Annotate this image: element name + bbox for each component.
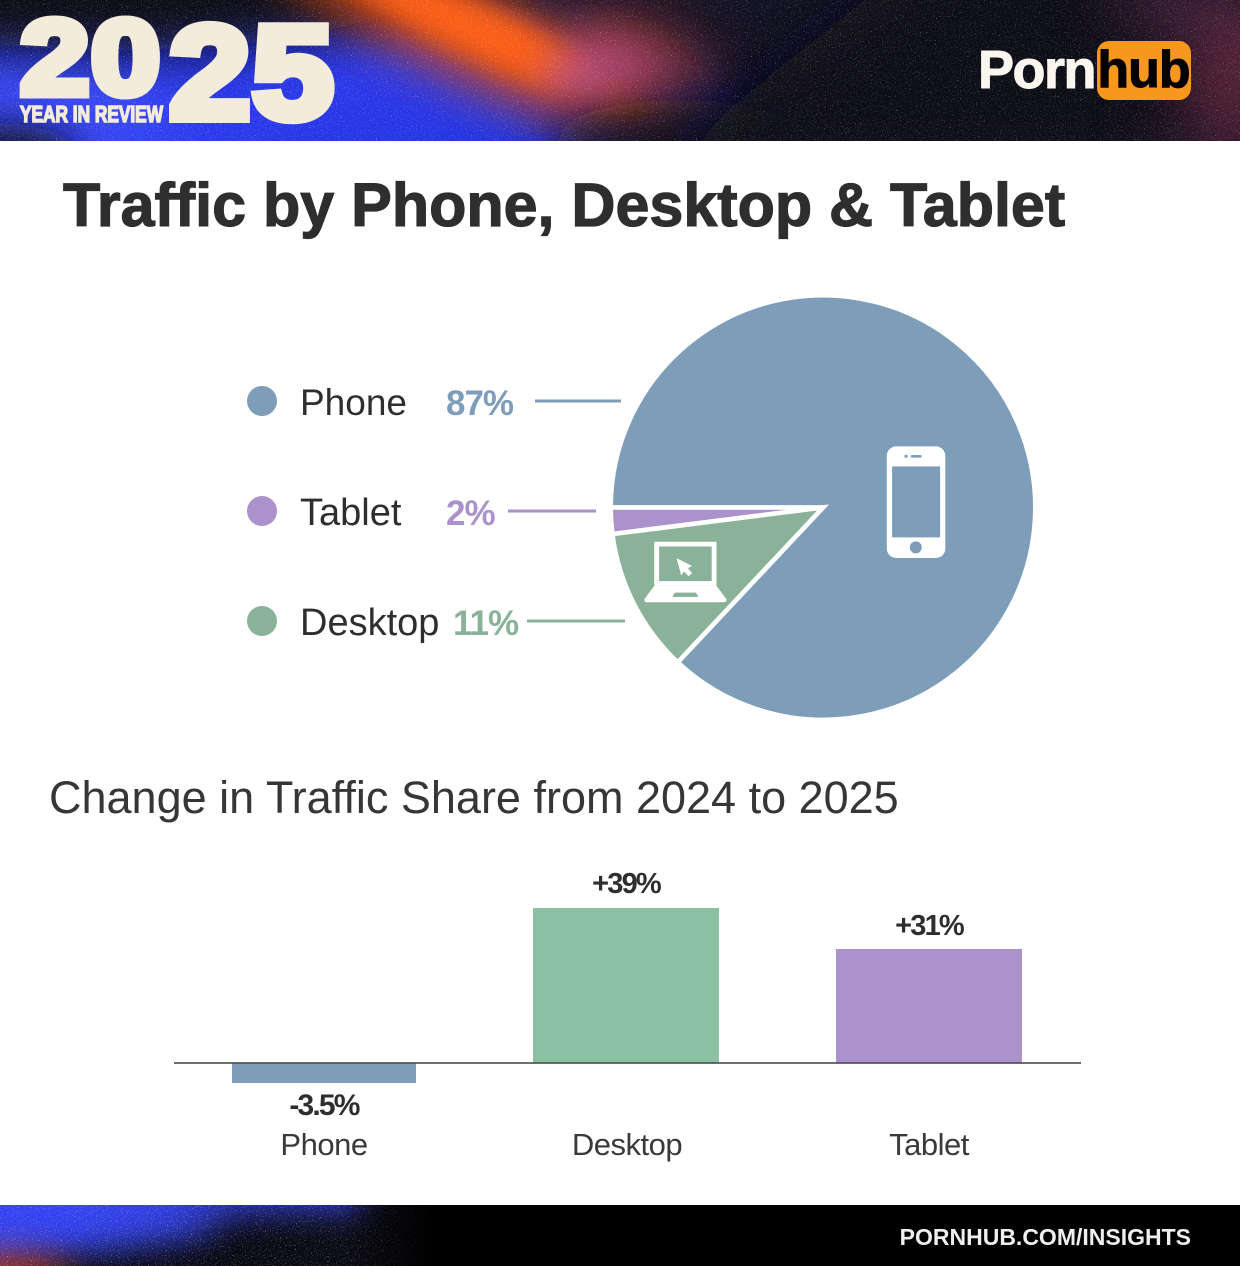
svg-text:YEAR IN REVIEW: YEAR IN REVIEW: [20, 101, 164, 127]
svg-text:hub: hub: [1097, 41, 1189, 99]
svg-text:+31%: +31%: [895, 910, 965, 942]
svg-text:20: 20: [21, 0, 162, 117]
svg-text:Phone: Phone: [280, 1127, 367, 1162]
svg-text:-3.5%: -3.5%: [289, 1089, 359, 1122]
svg-text:Desktop: Desktop: [300, 602, 439, 644]
svg-text:Phone: Phone: [300, 382, 407, 423]
svg-text:Desktop: Desktop: [572, 1127, 682, 1162]
svg-text:Tablet: Tablet: [300, 492, 402, 534]
svg-text:87%: 87%: [446, 384, 514, 423]
svg-text:+39%: +39%: [592, 868, 662, 900]
svg-text:2%: 2%: [446, 494, 495, 533]
svg-text:25: 25: [170, 0, 336, 141]
svg-text:11%: 11%: [453, 604, 519, 643]
svg-text:Porn: Porn: [978, 40, 1095, 100]
svg-text:Tablet: Tablet: [889, 1127, 970, 1162]
